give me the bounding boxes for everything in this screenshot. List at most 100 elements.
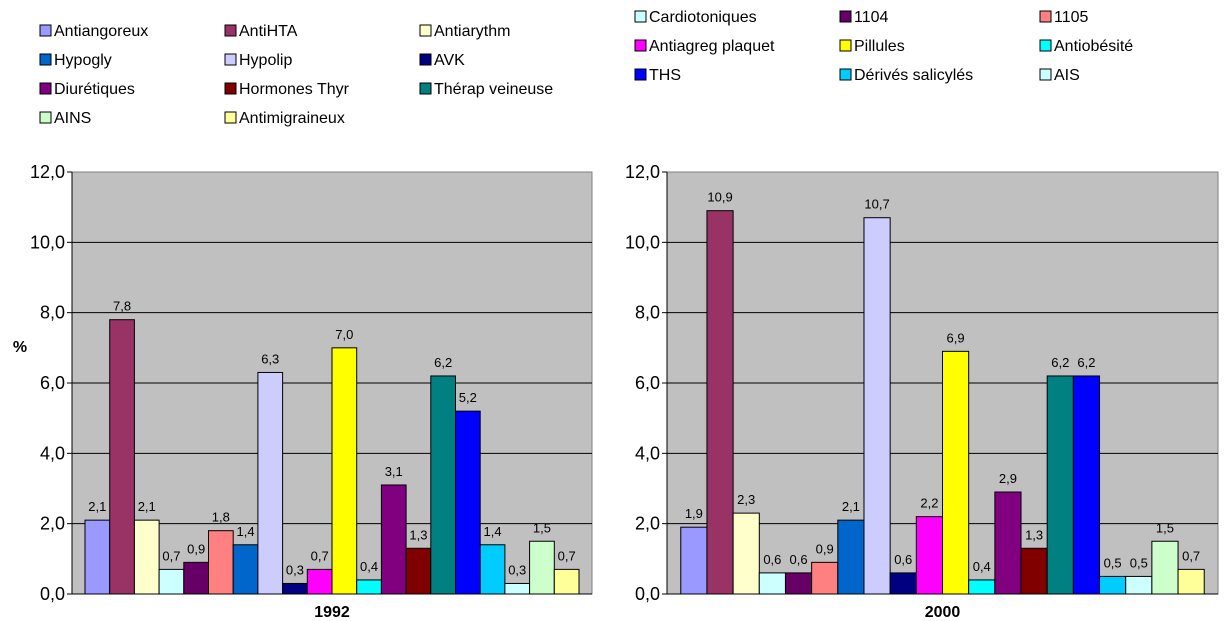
bar	[942, 350, 970, 595]
data-label: 0,6	[790, 552, 808, 567]
y-axis-label: %	[13, 339, 27, 356]
data-label: 5,2	[459, 390, 477, 405]
legend-item: Pillules	[839, 38, 905, 55]
bar	[331, 347, 358, 595]
legend-swatch	[224, 53, 237, 66]
legend-swatch	[839, 10, 852, 23]
legend-swatch	[634, 68, 647, 81]
bar	[889, 572, 917, 595]
data-label: 2,9	[999, 471, 1017, 486]
data-label: 0,6	[763, 552, 781, 567]
y-tick-label: 8,0	[40, 303, 65, 323]
x-axis-label: 1992	[314, 604, 350, 621]
data-label: 0,5	[1104, 555, 1122, 570]
bar	[133, 519, 160, 595]
legend-swatch	[1039, 10, 1052, 23]
legend-swatch	[839, 39, 852, 52]
bar	[553, 568, 580, 595]
bar	[1046, 375, 1074, 595]
legend-item: AntiHTA	[224, 23, 298, 40]
data-label: 2,1	[138, 499, 156, 514]
y-tick-label: 4,0	[40, 443, 65, 463]
y-tick-label: 0,0	[40, 584, 65, 604]
data-label: 6,2	[434, 355, 452, 370]
bar	[208, 530, 234, 595]
bar	[1020, 547, 1048, 595]
legend-label: 1104	[854, 9, 889, 26]
legend-swatch	[1039, 39, 1052, 52]
chart-1992: 0,0 2,0 4,0 6,0 8,0 10,0 12,0 2,1 7,8 2,1 0,7 0,9 1,…	[13, 162, 593, 621]
bar	[706, 210, 734, 595]
bar	[257, 371, 284, 595]
legend-item: Antiagreg plaquet	[634, 38, 775, 55]
bar	[356, 579, 382, 595]
legend-label: AVK	[434, 52, 465, 69]
legend-item: Antiarythm	[419, 23, 510, 40]
bar	[1125, 575, 1153, 595]
data-label: 0,7	[558, 548, 576, 563]
data-label: 1,9	[685, 506, 703, 521]
bar	[732, 512, 760, 595]
legend-label: AntiHTA	[239, 23, 298, 40]
legend-swatch	[634, 39, 647, 52]
data-label: 0,9	[816, 541, 834, 556]
data-label: 1,4	[237, 524, 255, 539]
bar	[455, 410, 481, 595]
legend-label: Cardiotoniques	[649, 9, 757, 26]
bar	[479, 544, 506, 595]
legend-label: AIS	[1054, 67, 1080, 84]
legend-item: Dérivés salicylés	[839, 67, 973, 84]
legend-swatch	[419, 82, 432, 95]
bar	[430, 375, 456, 595]
legend-item: THS	[634, 67, 681, 84]
legend-label: Antiobésité	[1054, 38, 1133, 55]
data-label: 6,9	[947, 330, 965, 345]
legend-swatch	[1039, 68, 1052, 81]
bar	[232, 544, 259, 595]
data-label: 0,4	[973, 559, 991, 574]
data-label: 7,0	[335, 327, 353, 342]
legend-item: Thérap veineuse	[419, 81, 553, 98]
data-label: 0,3	[508, 562, 526, 577]
legend-swatch	[419, 53, 432, 66]
legend-item: AINS	[39, 110, 91, 127]
legend-label: THS	[649, 67, 681, 84]
legend-swatch	[39, 24, 52, 37]
bar	[784, 572, 813, 595]
y-tick-label: 0,0	[635, 584, 660, 604]
bar	[915, 516, 944, 595]
legend-swatch	[39, 82, 52, 95]
legend-item: Cardiotoniques	[634, 9, 757, 26]
x-axis-label: 2000	[925, 604, 961, 621]
data-label: 6,2	[1077, 355, 1095, 370]
data-label: 1,3	[1025, 527, 1043, 542]
legend-item: Antiobésité	[1039, 38, 1133, 55]
legend-label: Hormones Thyr	[239, 81, 350, 98]
y-tick-label: 2,0	[635, 514, 660, 534]
bar	[758, 572, 786, 595]
legend-swatch	[39, 111, 52, 124]
data-label: 1,5	[1156, 520, 1174, 535]
bar	[863, 217, 891, 595]
data-label: 0,6	[894, 552, 912, 567]
legend-label: AINS	[54, 110, 91, 127]
y-tick-label: 12,0	[30, 162, 65, 182]
legend-label: Antiangoreux	[54, 23, 148, 40]
bar	[158, 568, 185, 595]
data-label: 10,7	[864, 197, 889, 212]
legend-label: Pillules	[854, 38, 905, 55]
y-tick-label: 8,0	[635, 303, 660, 323]
legend-label: Thérap veineuse	[434, 81, 553, 98]
y-tick-label: 4,0	[635, 443, 660, 463]
bar	[968, 579, 996, 595]
data-label: 0,5	[1130, 555, 1148, 570]
legend-swatch	[419, 24, 432, 37]
y-tick-label: 2,0	[40, 514, 65, 534]
legend-item: 1104	[839, 9, 889, 26]
chart-2000: 0,0 2,0 4,0 6,0 8,0 10,0 12,0 1,9 10,9 2,3 0,6 0,6 0…	[625, 162, 1219, 621]
data-label: 0,7	[1182, 548, 1200, 563]
legend-item: Hormones Thyr	[224, 81, 350, 98]
data-label: 6,3	[261, 351, 279, 366]
bar	[183, 561, 210, 595]
